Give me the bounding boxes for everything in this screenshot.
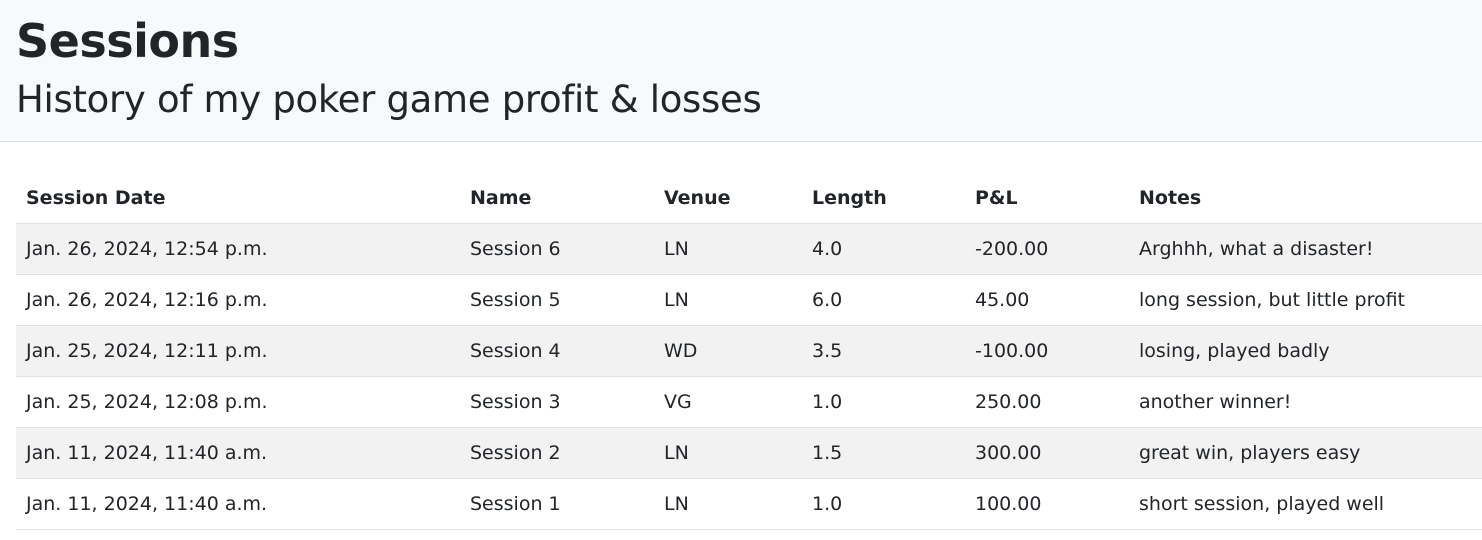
- cell-name: Session 3: [460, 376, 654, 428]
- column-header-notes: Notes: [1129, 173, 1482, 224]
- table-header-row: Session Date Name Venue Length P&L Notes: [16, 173, 1482, 224]
- cell-name: Session 2: [460, 427, 654, 479]
- table-row: Jan. 11, 2024, 11:40 a.m. Session 2 LN 1…: [16, 427, 1482, 479]
- page-title: Sessions: [16, 14, 239, 68]
- table-header: Session Date Name Venue Length P&L Notes: [16, 173, 1482, 224]
- table-row: Jan. 25, 2024, 12:08 p.m. Session 3 VG 1…: [16, 376, 1482, 428]
- cell-pl: 100.00: [965, 478, 1129, 530]
- table-row: Jan. 26, 2024, 12:54 p.m. Session 6 LN 4…: [16, 223, 1482, 275]
- cell-pl: -200.00: [965, 223, 1129, 275]
- column-header-name: Name: [460, 173, 654, 224]
- cell-venue: LN: [654, 478, 802, 530]
- cell-venue: LN: [654, 274, 802, 326]
- cell-session-date: Jan. 25, 2024, 12:11 p.m.: [16, 325, 460, 377]
- page-subtitle: History of my poker game profit & losses: [16, 78, 762, 121]
- cell-pl: -100.00: [965, 325, 1129, 377]
- cell-pl: 45.00: [965, 274, 1129, 326]
- cell-name: Session 1: [460, 478, 654, 530]
- sessions-table-container: Session Date Name Venue Length P&L Notes…: [16, 173, 1482, 530]
- cell-name: Session 5: [460, 274, 654, 326]
- sessions-table: Session Date Name Venue Length P&L Notes…: [16, 173, 1482, 530]
- page-header: Sessions History of my poker game profit…: [0, 0, 1482, 142]
- cell-name: Session 4: [460, 325, 654, 377]
- cell-length: 4.0: [802, 223, 965, 275]
- cell-notes: another winner!: [1129, 376, 1482, 428]
- cell-session-date: Jan. 26, 2024, 12:16 p.m.: [16, 274, 460, 326]
- cell-length: 6.0: [802, 274, 965, 326]
- cell-session-date: Jan. 26, 2024, 12:54 p.m.: [16, 223, 460, 275]
- cell-pl: 250.00: [965, 376, 1129, 428]
- cell-length: 3.5: [802, 325, 965, 377]
- table-row: Jan. 11, 2024, 11:40 a.m. Session 1 LN 1…: [16, 478, 1482, 530]
- cell-notes: Arghhh, what a disaster!: [1129, 223, 1482, 275]
- cell-pl: 300.00: [965, 427, 1129, 479]
- cell-notes: losing, played badly: [1129, 325, 1482, 377]
- cell-session-date: Jan. 11, 2024, 11:40 a.m.: [16, 427, 460, 479]
- table-row: Jan. 26, 2024, 12:16 p.m. Session 5 LN 6…: [16, 274, 1482, 326]
- cell-name: Session 6: [460, 223, 654, 275]
- cell-notes: long session, but little profit: [1129, 274, 1482, 326]
- cell-length: 1.0: [802, 376, 965, 428]
- cell-length: 1.0: [802, 478, 965, 530]
- cell-notes: short session, played well: [1129, 478, 1482, 530]
- column-header-venue: Venue: [654, 173, 802, 224]
- column-header-length: Length: [802, 173, 965, 224]
- cell-notes: great win, players easy: [1129, 427, 1482, 479]
- cell-session-date: Jan. 11, 2024, 11:40 a.m.: [16, 478, 460, 530]
- cell-venue: VG: [654, 376, 802, 428]
- column-header-pl: P&L: [965, 173, 1129, 224]
- table-row: Jan. 25, 2024, 12:11 p.m. Session 4 WD 3…: [16, 325, 1482, 377]
- cell-length: 1.5: [802, 427, 965, 479]
- table-body: Jan. 26, 2024, 12:54 p.m. Session 6 LN 4…: [16, 223, 1482, 530]
- cell-venue: LN: [654, 223, 802, 275]
- column-header-session-date: Session Date: [16, 173, 460, 224]
- cell-session-date: Jan. 25, 2024, 12:08 p.m.: [16, 376, 460, 428]
- cell-venue: LN: [654, 427, 802, 479]
- cell-venue: WD: [654, 325, 802, 377]
